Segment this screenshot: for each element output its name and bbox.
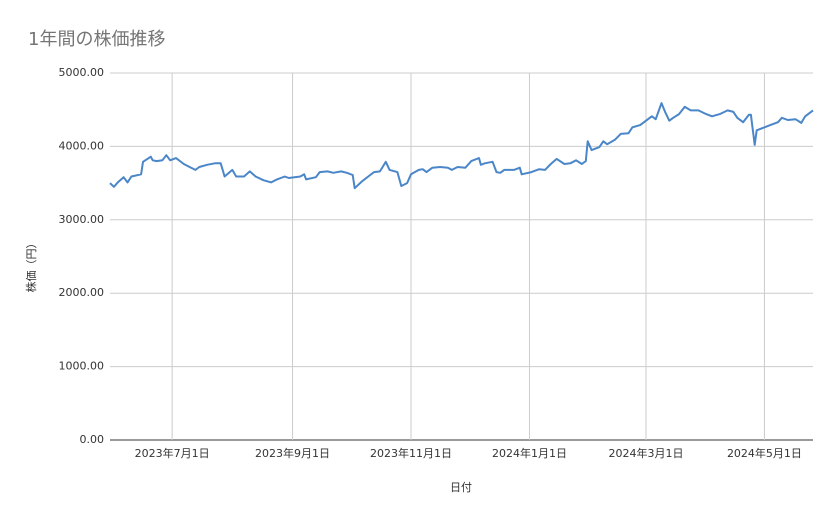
y-tick-label: 5000.00 [59, 66, 105, 79]
y-tick-label: 1000.00 [59, 360, 105, 373]
y-tick-label: 0.00 [80, 433, 105, 446]
y-tick-label: 3000.00 [59, 213, 105, 226]
y-tick-label: 2000.00 [59, 286, 105, 299]
x-axis-title: 日付 [450, 481, 472, 494]
x-tick-label: 2023年7月1日 [135, 446, 210, 460]
y-axis-title: 株価（円） [24, 238, 38, 293]
y-tick-label: 4000.00 [59, 139, 105, 152]
price-line [109, 102, 814, 190]
x-tick-label: 2024年1月1日 [492, 446, 567, 460]
x-tick-label: 2023年9月1日 [255, 446, 330, 460]
x-tick-label: 2023年11月1日 [370, 446, 452, 460]
x-tick-label: 2024年3月1日 [608, 446, 683, 460]
chart-title: 1年間の株価推移 [28, 29, 165, 50]
x-tick-label: 2024年5月1日 [727, 446, 802, 460]
